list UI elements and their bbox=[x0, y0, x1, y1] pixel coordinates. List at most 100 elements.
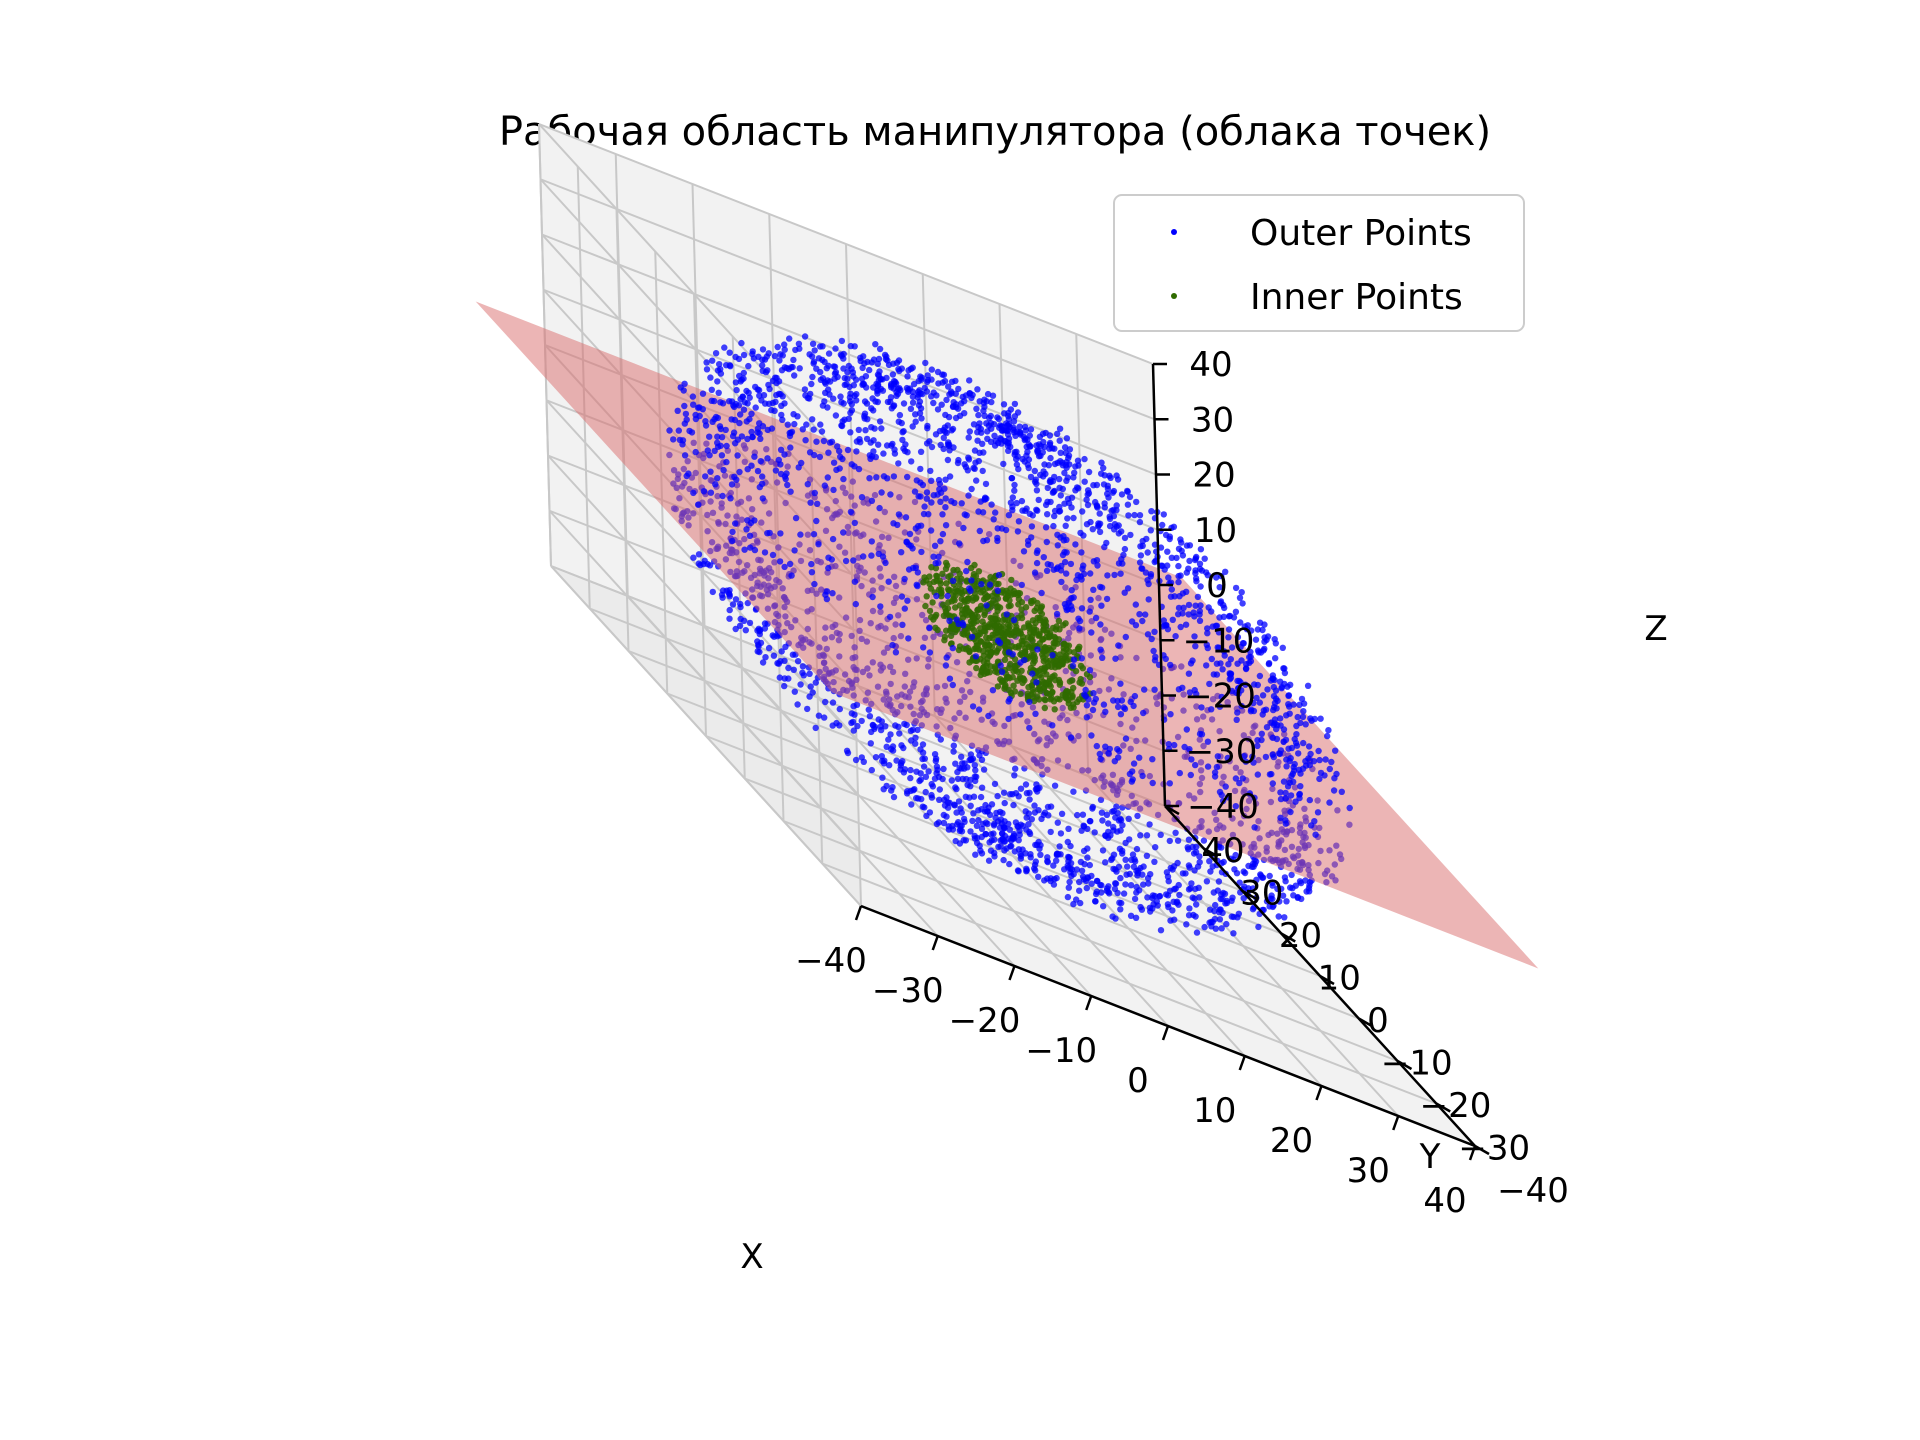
outer-point bbox=[1196, 859, 1203, 866]
outer-point bbox=[1144, 894, 1151, 901]
outer-point bbox=[1101, 472, 1108, 479]
outer-point bbox=[809, 416, 816, 423]
outer-point bbox=[950, 742, 957, 749]
outer-point bbox=[1232, 584, 1240, 592]
outer-point bbox=[1126, 493, 1134, 501]
outer-point bbox=[991, 820, 998, 828]
outer-point bbox=[794, 658, 802, 665]
outer-point bbox=[1035, 873, 1042, 880]
inner-point bbox=[933, 572, 940, 579]
outer-point bbox=[836, 447, 843, 455]
outer-point bbox=[1189, 843, 1196, 851]
outer-point bbox=[1131, 692, 1139, 700]
y-tick bbox=[1241, 889, 1258, 901]
outer-point bbox=[923, 489, 931, 496]
inner-point bbox=[1024, 692, 1032, 700]
outer-point bbox=[825, 449, 832, 456]
outer-point bbox=[1011, 835, 1018, 842]
outer-point bbox=[776, 558, 784, 565]
outer-point bbox=[1078, 605, 1086, 612]
outer-point bbox=[1151, 541, 1159, 548]
outer-point bbox=[1136, 559, 1144, 566]
outer-point bbox=[1192, 913, 1199, 920]
outer-point bbox=[723, 442, 730, 450]
outer-point bbox=[1010, 616, 1018, 624]
outer-point bbox=[860, 553, 867, 560]
outer-point bbox=[1022, 781, 1030, 788]
inner-point bbox=[977, 671, 984, 679]
outer-point bbox=[786, 335, 793, 342]
outer-point bbox=[1232, 803, 1240, 810]
outer-point bbox=[1220, 648, 1228, 655]
outer-point bbox=[679, 441, 686, 448]
outer-point bbox=[982, 831, 989, 838]
outer-point bbox=[931, 751, 939, 758]
outer-point bbox=[1054, 531, 1061, 538]
outer-point bbox=[1047, 454, 1054, 462]
outer-point bbox=[1013, 455, 1020, 463]
outer-point bbox=[1098, 889, 1105, 896]
outer-point bbox=[928, 477, 935, 484]
outer-point bbox=[778, 411, 785, 419]
outer-point bbox=[1192, 575, 1200, 582]
outer-point bbox=[736, 419, 743, 427]
outer-point bbox=[1254, 771, 1262, 778]
outer-point bbox=[984, 390, 992, 398]
outer-point bbox=[1186, 542, 1194, 549]
outer-point bbox=[930, 492, 937, 499]
inner-point bbox=[952, 588, 959, 596]
outer-point bbox=[666, 427, 673, 434]
outer-point bbox=[1068, 594, 1075, 602]
outer-point bbox=[1070, 474, 1077, 481]
outer-point bbox=[756, 648, 763, 656]
outer-point bbox=[1034, 507, 1041, 514]
outer-point bbox=[857, 439, 864, 446]
outer-point bbox=[1182, 621, 1190, 628]
outer-point bbox=[895, 723, 902, 730]
outer-point bbox=[1187, 771, 1195, 779]
outer-point bbox=[901, 575, 908, 583]
outer-point bbox=[1296, 790, 1304, 798]
outer-point bbox=[1304, 682, 1312, 689]
outer-point bbox=[987, 847, 995, 854]
inner-point bbox=[1072, 667, 1080, 675]
inner-point bbox=[994, 683, 1002, 690]
outer-point bbox=[1285, 745, 1292, 752]
outer-point bbox=[755, 353, 762, 360]
outer-point bbox=[868, 552, 875, 559]
inner-point bbox=[965, 608, 972, 615]
outer-point bbox=[1114, 828, 1121, 835]
outer-point bbox=[998, 427, 1006, 434]
outer-point bbox=[1217, 599, 1224, 606]
inner-point bbox=[976, 606, 984, 613]
outer-point bbox=[1147, 527, 1155, 534]
outer-point bbox=[909, 393, 917, 400]
outer-point bbox=[1112, 655, 1119, 662]
outer-point bbox=[837, 393, 844, 400]
outer-point bbox=[858, 494, 866, 501]
outer-point bbox=[1332, 747, 1339, 754]
outer-point bbox=[769, 399, 777, 407]
outer-point bbox=[1193, 929, 1201, 936]
outer-point bbox=[1010, 426, 1017, 433]
outer-point bbox=[1086, 861, 1094, 869]
outer-point bbox=[898, 742, 905, 749]
outer-point bbox=[1072, 463, 1079, 470]
outer-point bbox=[971, 762, 978, 769]
outer-point bbox=[904, 597, 911, 604]
outer-point bbox=[1256, 699, 1264, 706]
outer-point bbox=[1088, 880, 1095, 887]
outer-point bbox=[920, 644, 927, 651]
outer-point bbox=[790, 411, 797, 418]
outer-point bbox=[1295, 750, 1302, 757]
outer-point bbox=[1142, 611, 1149, 618]
outer-point bbox=[1027, 426, 1035, 433]
outer-point bbox=[1167, 917, 1174, 924]
outer-point bbox=[876, 345, 884, 353]
outer-point bbox=[1175, 578, 1182, 586]
outer-point bbox=[776, 357, 783, 364]
outer-point bbox=[1203, 878, 1211, 885]
outer-point bbox=[917, 448, 925, 455]
outer-point bbox=[1221, 890, 1229, 897]
outer-point bbox=[926, 624, 933, 632]
